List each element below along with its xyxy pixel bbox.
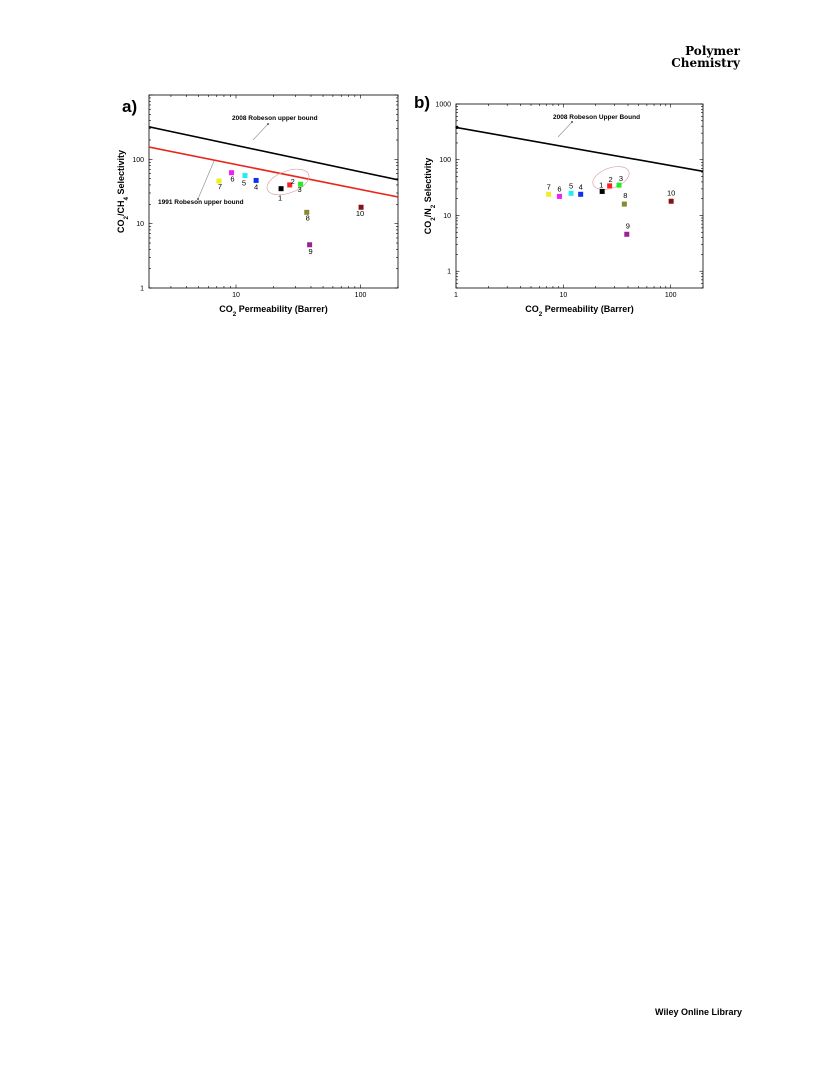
- plot-frame: [148, 94, 399, 289]
- data-point-label: 1: [278, 194, 282, 203]
- data-point-label: 7: [218, 182, 222, 191]
- data-point-label: 4: [254, 182, 258, 191]
- data-point-label: 8: [623, 191, 627, 200]
- upper-bound-line: [149, 126, 398, 181]
- y-tick-label: 100: [439, 157, 451, 164]
- annotation-pointer: [197, 160, 215, 200]
- y-tick-label: 1: [447, 269, 451, 276]
- x-tick-label: 10: [559, 292, 567, 299]
- data-point-label: 8: [306, 213, 310, 222]
- bound-annotation: 1991 Robeson upper bound: [158, 199, 244, 206]
- data-point-1: [599, 188, 605, 194]
- data-point-5: [568, 190, 574, 196]
- data-point-label: 10: [356, 209, 364, 218]
- x-axis-label: CO2 Permeability (Barrer): [525, 304, 634, 318]
- chart-panel-a: 10 100 1 10 100 CO2 Permeability (Barrer) CO2/…: [116, 94, 399, 318]
- data-point-label: 2: [291, 177, 295, 186]
- data-point-9: [624, 231, 630, 237]
- y-tick-label: 100: [132, 157, 144, 164]
- annotation-pointer-dot: [197, 198, 199, 200]
- data-point-label: 10: [667, 188, 675, 197]
- data-point-label: 5: [242, 179, 246, 188]
- y-tick-label: 1000: [435, 102, 451, 109]
- data-point-6: [556, 193, 562, 199]
- data-point-7: [546, 191, 552, 197]
- data-point-3: [616, 182, 622, 188]
- upper-bound-line: [456, 126, 703, 173]
- data-point-label: 4: [579, 182, 583, 191]
- data-point-3: [298, 181, 304, 187]
- data-point-10: [358, 204, 364, 210]
- data-point-4: [578, 191, 584, 197]
- data-point-label: 9: [309, 247, 313, 256]
- data-point-8: [304, 209, 310, 215]
- annotation-pointer-dot: [267, 123, 269, 125]
- y-axis-label: CO2/N2 Selectivity: [423, 158, 437, 235]
- y-tick-label: 1: [140, 286, 144, 293]
- data-point-2: [607, 183, 613, 189]
- data-point-label: 9: [626, 221, 630, 230]
- data-point-9: [307, 242, 313, 248]
- x-tick-label: 10: [232, 292, 240, 299]
- line-start-dot: [455, 125, 459, 130]
- data-point-8: [621, 201, 627, 207]
- data-point-2: [287, 182, 293, 188]
- journal-name-line1: Polymer: [685, 44, 740, 58]
- data-point-6: [229, 170, 235, 176]
- x-tick-label: 100: [665, 292, 677, 299]
- panel-letter: a): [122, 97, 137, 116]
- data-point-label: 5: [569, 181, 573, 190]
- data-point-label: 6: [230, 175, 234, 184]
- x-tick-label: 1: [454, 292, 458, 299]
- data-point-4: [253, 177, 259, 183]
- y-tick-label: 10: [136, 221, 144, 228]
- publisher-footer: Wiley Online Library: [655, 1007, 742, 1017]
- data-point-1: [278, 186, 284, 192]
- data-point-label: 1: [599, 180, 603, 189]
- annotation-pointer: [252, 123, 269, 141]
- data-point-label: 7: [547, 182, 551, 191]
- figure-canvas: 10 100 1 10 100 CO2 Permeability (Barrer) CO2/…: [116, 93, 704, 318]
- data-point-label: 3: [619, 174, 623, 183]
- plot-frame: [455, 103, 704, 289]
- group-ellipse: [266, 168, 310, 196]
- data-point-label: 6: [557, 184, 561, 193]
- data-point-10: [668, 198, 674, 204]
- y-axis-label: CO2/CH4 Selectivity: [116, 150, 130, 233]
- group-ellipse: [592, 166, 630, 190]
- bound-annotation: 2008 Robeson upper bound: [232, 115, 318, 122]
- journal-name-line2: Chemistry: [671, 56, 740, 70]
- data-point-label: 3: [297, 185, 301, 194]
- y-tick-label: 10: [443, 213, 451, 220]
- upper-bound-line: [149, 146, 398, 198]
- annotation-pointer: [557, 121, 573, 138]
- bound-annotation: 2008 Robeson Upper Bound: [553, 114, 640, 121]
- x-axis-label: CO2 Permeability (Barrer): [219, 304, 328, 318]
- journal-name: Polymer Chemistry: [671, 45, 740, 69]
- data-point-label: 2: [609, 175, 613, 184]
- panel-letter: b): [414, 93, 430, 112]
- data-point-5: [242, 173, 248, 179]
- annotation-pointer-dot: [571, 121, 573, 123]
- data-point-7: [216, 178, 222, 184]
- x-tick-label: 100: [355, 292, 367, 299]
- chart-panel-b: 1 10 100 1 10 100 1000 CO2 Permeability (Barrer…: [414, 93, 704, 318]
